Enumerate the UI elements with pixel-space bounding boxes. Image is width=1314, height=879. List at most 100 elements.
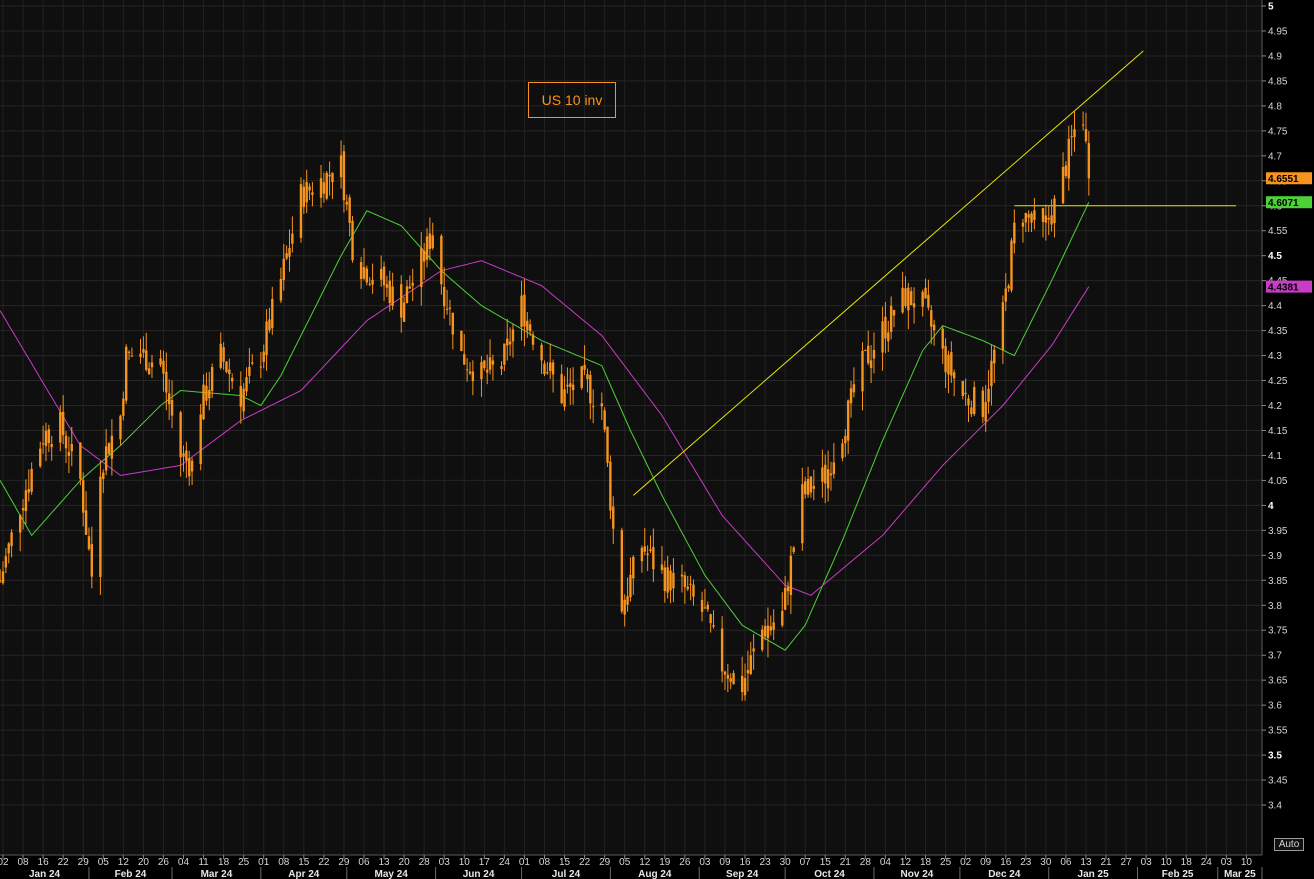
candle-body [563,389,566,407]
y-tick-label: 4.85 [1268,76,1288,87]
candle-body [503,343,506,365]
candle-body [167,393,171,405]
x-day-label: 28 [860,857,872,868]
candle-body [523,294,526,327]
candle-body [623,599,626,615]
candle-body [21,508,25,511]
x-day-label: 28 [419,857,431,868]
candle-body [170,400,174,416]
candle-body [119,415,122,440]
moving-average-long-line [0,260,1090,596]
y-tick-label: 4.1 [1268,451,1282,462]
candle-body [763,625,767,637]
x-day-label: 05 [98,857,110,868]
candle-body [405,286,409,303]
candle-body [970,407,973,415]
candle-body [365,268,369,283]
x-axis[interactable]: 02 08 16 22 29 05 12 20 26 04 11 18 25 01 08 15 22 29 06 13… [0,855,1263,879]
candle-body [620,530,624,612]
x-day-label: 27 [1121,857,1133,868]
y-tick-label: 3.45 [1268,776,1288,787]
candle-body [1024,212,1028,223]
y-tick-label: 4.3 [1268,351,1282,362]
candle-body [402,302,406,322]
candle-body [766,625,770,639]
candle-body [47,429,51,444]
candle-body [110,435,114,459]
candle-body [239,385,242,407]
x-day-label: 16 [1000,857,1012,868]
candle-body [546,372,549,374]
candle-body [50,444,53,448]
price-tag-label: 4.6071 [1268,198,1299,209]
candle-body [468,371,472,374]
candle-body [746,670,750,674]
candle-body [222,347,225,362]
y-tick-label: 5 [1268,2,1274,13]
x-day-label: 18 [920,857,932,868]
candle-body [388,280,391,304]
candle-body [612,506,615,529]
candle-body [640,547,644,562]
candle-body [543,363,546,375]
candle-body [460,330,463,351]
candle-body [159,358,162,365]
candle-body [24,490,28,512]
candle-body [39,448,42,467]
x-day-label: 10 [459,857,471,868]
candle-body [881,321,884,353]
candle-body [1004,288,1007,302]
x-month-label: Jun 24 [463,869,495,879]
candle-body [30,469,33,492]
candle-body [451,312,455,335]
candle-body [259,366,263,368]
x-day-label: 09 [980,857,992,868]
x-day-label: 18 [218,857,230,868]
x-day-label: 03 [1221,857,1233,868]
x-day-label: 24 [1201,857,1213,868]
candle-body [984,402,987,422]
candle-body [104,446,108,471]
candle-body [892,309,896,316]
candle-body [311,192,314,195]
y-tick-label: 3.4 [1268,801,1282,812]
candle-body [465,369,469,371]
trendline[interactable] [632,50,1144,496]
y-tick-label: 4.25 [1268,376,1288,387]
candle-body [921,291,924,307]
y-tick-label: 3.75 [1268,626,1288,637]
candle-body [927,294,930,308]
y-tick-label: 4.5 [1268,251,1282,262]
x-day-label: 23 [1020,857,1032,868]
x-day-label: 23 [760,857,772,868]
candle-body [600,403,603,407]
candle-body [162,360,165,374]
candle-body [279,278,283,301]
y-tick-label: 4.35 [1268,326,1288,337]
candle-body [841,443,844,459]
x-day-label: 13 [1080,857,1092,868]
candle-body [208,389,211,399]
x-day-label: 09 [719,857,731,868]
candle-body [225,361,228,373]
candle-body [907,287,910,311]
candle-body [463,354,466,365]
x-day-label: 12 [900,857,912,868]
candle-body [740,675,744,693]
candle-body [1007,285,1010,289]
candle-body [781,610,784,626]
candle-body [1001,302,1005,350]
candle-body [726,674,730,679]
candle-body [571,384,575,391]
candle-body [1047,218,1050,220]
candle-body [832,462,836,474]
x-month-label: Sep 24 [726,869,759,879]
auto-scale-button[interactable]: Auto [1274,838,1304,851]
candle-body [420,247,423,287]
candle-body [431,235,434,249]
candle-body [1,571,5,584]
x-month-label: Dec 24 [988,869,1021,879]
candle-body [508,341,512,345]
candle-body [1073,129,1076,138]
candle-body [540,344,543,361]
